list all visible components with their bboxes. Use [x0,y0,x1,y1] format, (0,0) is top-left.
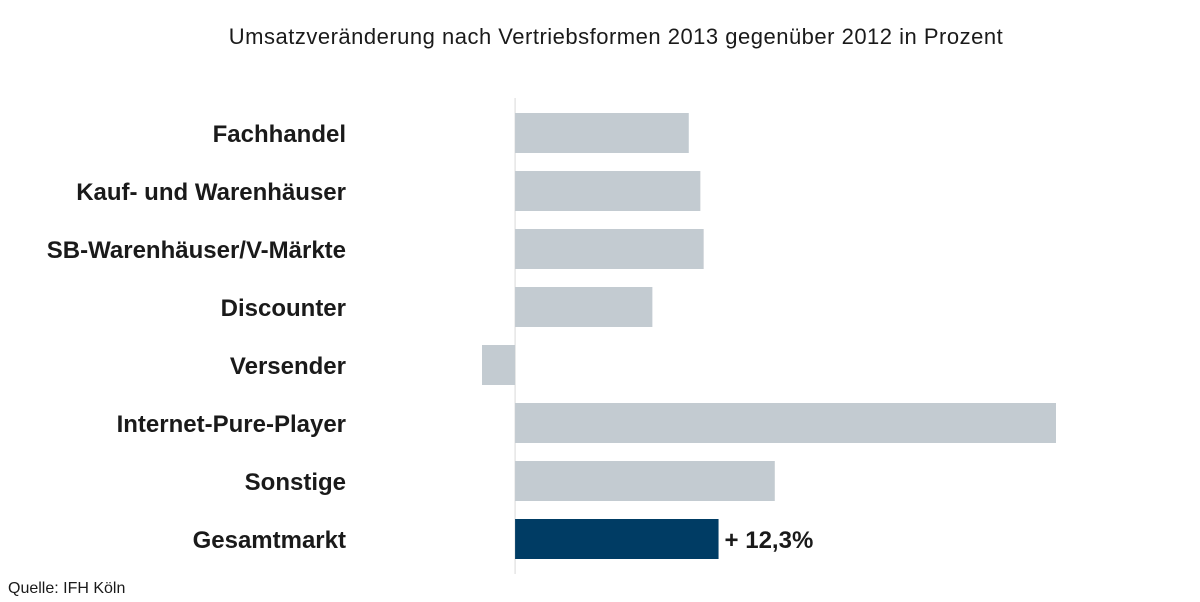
source-label: Quelle: IFH Köln [8,580,125,597]
bar-kauf-und-warenhäuser [515,171,701,211]
bar-sb-warenhäuser-v-märkte [515,229,704,269]
bar-discounter [515,287,653,327]
bars-layer [482,98,1056,574]
bar-gesamtmarkt [515,519,719,559]
data-label: + 12,3% [725,527,814,554]
category-label: Discounter [221,295,346,322]
bar-fachhandel [515,113,689,153]
category-label: Versender [230,353,346,380]
bar-versender [482,345,516,385]
category-label: Gesamtmarkt [193,527,346,554]
bar-internet-pure-player [515,403,1056,443]
category-label: Kauf- und Warenhäuser [76,179,346,206]
chart-title: Umsatzveränderung nach Vertriebsformen 2… [229,24,1003,49]
category-label: SB-Warenhäuser/V-Märkte [47,237,346,264]
category-label: Sonstige [245,469,346,496]
bar-sonstige [515,461,775,501]
category-labels: Fachhandel Kauf- und Warenhäuser SB-Warenh… [47,121,813,554]
category-label: Fachhandel [213,121,346,148]
category-label: Internet-Pure-Player [117,411,346,438]
